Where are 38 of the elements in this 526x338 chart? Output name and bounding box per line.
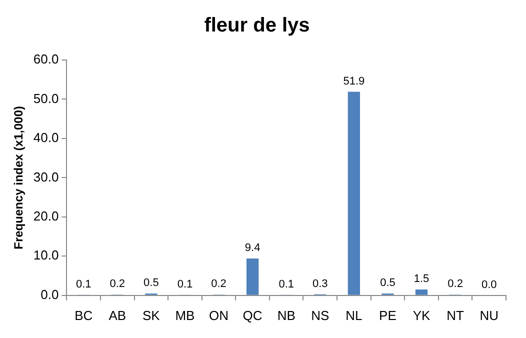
bar — [246, 258, 259, 295]
y-tick-label: 50.0 — [33, 90, 59, 106]
x-tick-label: NL — [346, 308, 362, 323]
data-label: 0.3 — [312, 278, 328, 290]
x-tick-label: PE — [379, 308, 397, 323]
x-tick-label: NS — [311, 308, 330, 323]
x-tick-label: YK — [412, 308, 431, 323]
x-tick-label: BC — [74, 308, 93, 323]
data-label: 1.5 — [414, 273, 430, 286]
y-axis-title: Frequency index (x1,000) — [12, 106, 26, 250]
data-label: 0.0 — [481, 278, 497, 291]
y-tick-label: 20.0 — [33, 208, 59, 224]
y-tick-label: 0.0 — [40, 286, 59, 302]
x-tick-label: NU — [480, 308, 498, 323]
data-label: 0.5 — [144, 276, 159, 289]
y-tick-label: 60.0 — [33, 52, 59, 67]
data-label: 0.2 — [110, 278, 126, 290]
y-tick-label: 40.0 — [33, 130, 59, 146]
data-label: 51.9 — [343, 75, 365, 88]
data-label: 0.1 — [76, 278, 92, 291]
y-tick-label: 10.0 — [33, 248, 59, 263]
x-tick-label: NT — [446, 308, 464, 323]
x-tick-label: NB — [277, 308, 296, 323]
bar — [348, 92, 360, 295]
data-label: 0.5 — [380, 276, 396, 289]
x-tick-label: MB — [175, 308, 195, 323]
bar — [415, 290, 428, 295]
y-tick-label: 30.0 — [33, 169, 59, 184]
x-tick-label: AB — [108, 308, 126, 323]
data-label: 0.1 — [177, 278, 193, 291]
data-label: 0.2 — [448, 278, 463, 290]
x-tick-label: QC — [242, 308, 262, 323]
x-tick-label: SK — [142, 308, 160, 323]
x-tick-label: ON — [209, 308, 229, 323]
data-label: 0.1 — [278, 278, 294, 291]
data-label: 9.4 — [244, 242, 260, 254]
chart-title: fleur de lys — [204, 14, 310, 37]
data-label: 0.2 — [211, 278, 226, 290]
